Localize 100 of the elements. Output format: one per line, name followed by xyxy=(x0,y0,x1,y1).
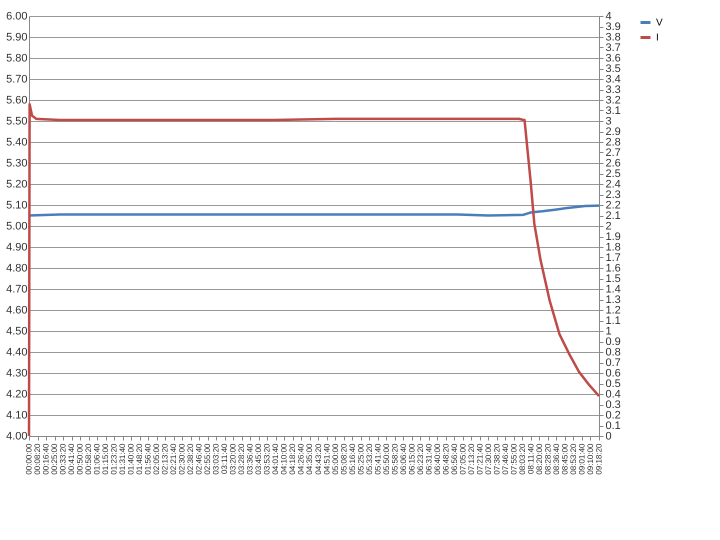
y2-tick-label: 2.1 xyxy=(606,210,621,222)
y-tick-label: 4.70 xyxy=(6,284,28,296)
y-tick-label: 5.20 xyxy=(6,178,28,190)
x-tick-label: 00:41:40 xyxy=(67,442,76,475)
x-tick-label: 00:50:00 xyxy=(76,442,85,475)
x-tick-label: 05:33:20 xyxy=(364,442,374,475)
y-tick-label: 5.00 xyxy=(6,220,28,232)
y2-tick-label: 1.5 xyxy=(606,273,621,285)
y2-tick-label: 3.4 xyxy=(606,74,621,86)
x-tick-label: 04:43:20 xyxy=(314,442,323,475)
line-series xyxy=(28,204,600,217)
y2-tick-label: 2.3 xyxy=(606,189,621,201)
y-tick-label: 4.50 xyxy=(6,326,28,338)
y2-tick-label: 1.4 xyxy=(606,284,621,296)
y2-tick-label: 1.2 xyxy=(606,304,621,316)
x-tick-label: 04:26:40 xyxy=(296,442,306,475)
x-tick-label: 02:55:00 xyxy=(203,442,212,475)
y2-tick-label: 1.3 xyxy=(606,294,621,306)
y2-tick-label: 2.9 xyxy=(606,126,621,138)
x-tick-label: 01:15:00 xyxy=(101,442,110,475)
x-tick-label: 04:18:20 xyxy=(288,442,298,475)
y2-tick-label: 1.6 xyxy=(606,262,621,274)
x-tick-label: 09:01:40 xyxy=(577,442,586,475)
x-tick-label: 00:00:00 xyxy=(24,442,34,475)
x-tick-label: 00:25:00 xyxy=(50,442,60,475)
legend-label: I xyxy=(656,32,659,44)
y2-tick-label: 2.6 xyxy=(606,158,621,170)
y2-tick-label: 1.7 xyxy=(606,252,621,264)
x-tick-label: 00:16:40 xyxy=(42,442,51,475)
legend-label: V xyxy=(656,18,663,28)
x-tick-label: 02:13:20 xyxy=(160,442,170,475)
x-tick-label: 06:56:40 xyxy=(450,442,459,475)
x-tick-label: 04:01:40 xyxy=(271,442,280,475)
x-tick-label: 03:36:40 xyxy=(246,442,255,475)
y2-tick-label: 0 xyxy=(606,430,612,442)
x-tick-label: 07:55:00 xyxy=(509,442,518,475)
y2-tick-label: 3.3 xyxy=(606,84,621,96)
y2-tick-label: 0.3 xyxy=(606,399,621,411)
y2-tick-label: 3.2 xyxy=(606,94,621,106)
x-tick-label: 07:21:40 xyxy=(475,442,484,475)
x-tick-label: 05:25:00 xyxy=(356,442,366,475)
x-tick-label: 02:21:40 xyxy=(169,442,178,475)
x-tick-label: 05:50:00 xyxy=(382,442,391,475)
x-tick-label: 05:41:40 xyxy=(373,442,382,475)
y-tick-label: 4.20 xyxy=(6,388,28,400)
x-tick-label: 05:16:40 xyxy=(348,442,357,475)
y-tick-label: 6.00 xyxy=(6,10,28,22)
x-tick-label: 02:05:00 xyxy=(152,442,162,475)
y-tick-label: 4.00 xyxy=(6,430,28,442)
x-tick-label: 01:31:40 xyxy=(118,442,128,475)
x-tick-label: 00:58:20 xyxy=(84,442,94,475)
y-tick-label: 4.90 xyxy=(6,242,28,254)
x-tick-label: 01:23:20 xyxy=(110,442,119,475)
y2-tick-label: 2 xyxy=(606,220,612,232)
x-tick-label: 00:33:20 xyxy=(58,442,68,475)
x-tick-label: 03:03:20 xyxy=(212,442,221,475)
y-tick-label: 5.10 xyxy=(6,200,28,212)
y2-tick-label: 3 xyxy=(606,116,612,128)
x-tick-label: 07:30:00 xyxy=(484,442,493,475)
y-tick-label: 4.30 xyxy=(6,368,28,380)
y-tick-label: 5.30 xyxy=(6,158,28,170)
y2-tick-label: 4 xyxy=(606,10,612,22)
x-tick-label: 06:06:40 xyxy=(398,442,408,475)
x-tick-label: 03:11:40 xyxy=(220,442,230,474)
x-tick-label: 06:15:00 xyxy=(407,442,416,475)
y2-tick-label: 0.7 xyxy=(606,357,621,369)
x-tick-label: 08:36:40 xyxy=(552,442,561,475)
y-tick-label: 5.50 xyxy=(6,116,28,128)
y2-tick-label: 2.4 xyxy=(606,178,621,190)
y2-tick-label: 3.9 xyxy=(606,21,621,33)
y2-tick-label: 0.4 xyxy=(606,388,621,400)
y2-tick-label: 0.8 xyxy=(606,346,621,358)
x-tick-label: 06:48:20 xyxy=(441,442,450,475)
x-tick-label: 05:58:20 xyxy=(390,442,400,475)
y2-tick-label: 3.5 xyxy=(606,63,621,75)
y-tick-label: 5.40 xyxy=(6,136,28,148)
x-tick-label: 02:46:40 xyxy=(194,442,204,475)
y-tick-label: 5.70 xyxy=(6,74,28,86)
y2-tick-label: 0.1 xyxy=(606,420,621,432)
x-tick-label: 09:10:00 xyxy=(586,442,595,475)
y2-tick-label: 2.7 xyxy=(606,147,621,159)
x-tick-label: 03:45:00 xyxy=(254,442,264,475)
x-tick-label: 04:10:00 xyxy=(280,442,289,475)
y2-tick-label: 2.8 xyxy=(606,136,621,148)
x-tick-label: 03:53:20 xyxy=(262,442,272,475)
y2-tick-label: 3.7 xyxy=(606,42,621,54)
y2-tick-label: 1.1 xyxy=(606,315,621,327)
x-tick-label: 06:31:40 xyxy=(424,442,434,475)
y-tick-label: 4.40 xyxy=(6,346,28,358)
y2-tick-label: 1.9 xyxy=(606,231,621,243)
x-tick-label: 05:00:00 xyxy=(330,442,340,475)
x-tick-label: 01:56:40 xyxy=(144,442,153,475)
x-tick-label: 01:40:00 xyxy=(126,442,136,475)
x-tick-label: 02:30:00 xyxy=(178,442,187,475)
y2-tick-label: 0.9 xyxy=(606,336,621,348)
x-tick-label: 07:05:00 xyxy=(458,442,468,475)
y2-tick-label: 2.5 xyxy=(606,168,621,180)
x-tick-label: 03:28:20 xyxy=(237,442,246,475)
y2-tick-label: 1.8 xyxy=(606,242,621,254)
x-tick-label: 08:45:00 xyxy=(560,442,570,475)
